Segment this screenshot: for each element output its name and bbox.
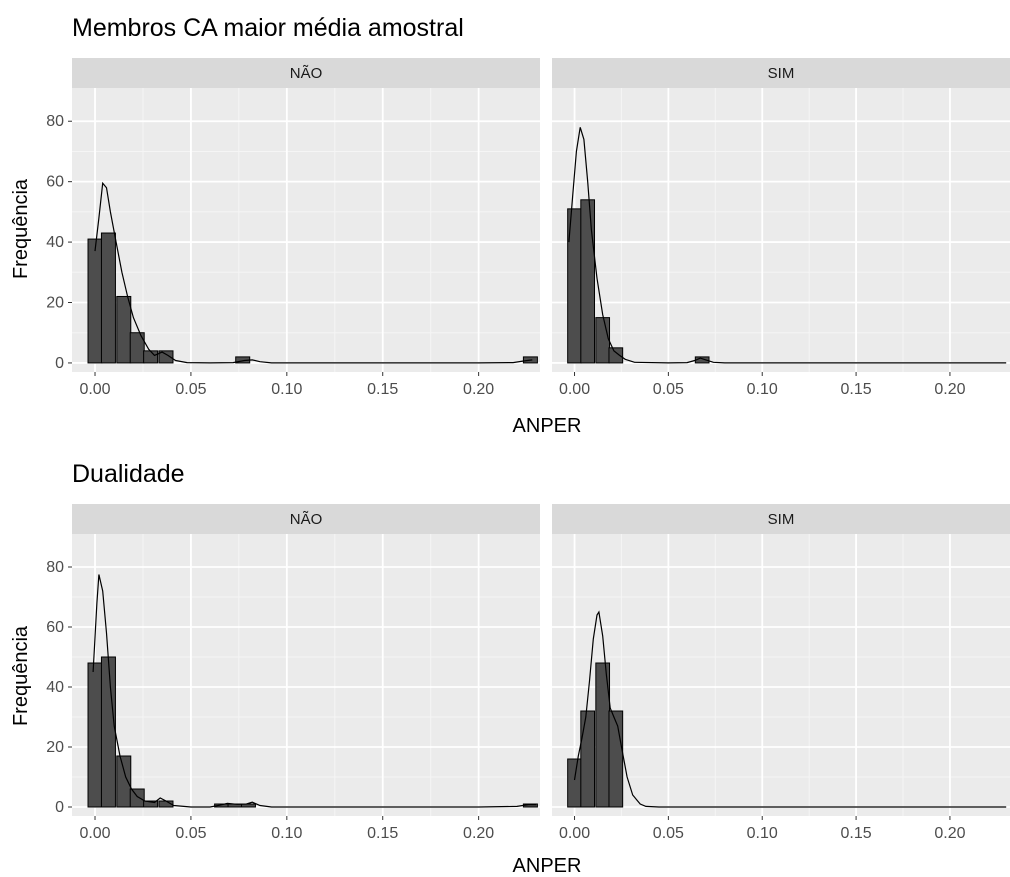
facet-nao: NÃO [72, 504, 540, 816]
y-axis: 0 20 40 60 80 [46, 559, 72, 816]
chart-dualidade: Dualidade NÃO SIM 0 20 40 60 80 0.00 0.05 0.10… [10, 460, 1010, 877]
facet-strip-label: NÃO [290, 65, 323, 82]
y-tick-label: 0 [55, 355, 64, 372]
x-axis: 0.00 0.05 0.10 0.15 0.20 [79, 816, 494, 842]
panel-background [552, 88, 1010, 372]
histogram-bar [100, 656, 116, 808]
x-tick-label: 0.10 [747, 381, 778, 398]
x-tick-label: 0.15 [367, 825, 398, 842]
histogram-bar [116, 295, 132, 364]
x-tick-label: 0.20 [463, 825, 494, 842]
histogram-bar [608, 710, 624, 808]
y-tick-label: 80 [46, 559, 64, 576]
histogram-bar [116, 755, 132, 808]
chart-title: Membros CA maior média amostral [72, 14, 464, 42]
x-tick-label: 0.15 [841, 825, 872, 842]
y-axis: 0 20 40 60 80 [46, 113, 72, 372]
x-tick-label: 0.15 [367, 381, 398, 398]
x-axis-title: ANPER [513, 415, 582, 437]
histogram-bar [129, 788, 145, 808]
histogram-bar [608, 347, 624, 364]
density-curve [568, 127, 1007, 364]
y-tick-label: 40 [46, 679, 64, 696]
x-tick-label: 0.10 [271, 381, 302, 398]
y-tick-label: 0 [55, 799, 64, 816]
x-tick-label: 0.05 [653, 825, 684, 842]
y-tick-label: 40 [46, 234, 64, 251]
y-axis-title: Frequência [10, 625, 32, 726]
facet-nao: NÃO [72, 58, 540, 372]
facet-sim: SIM [552, 58, 1010, 372]
histogram-bar [143, 800, 159, 808]
plot-layer [72, 88, 540, 372]
x-tick-label: 0.10 [271, 825, 302, 842]
facet-sim: SIM [552, 504, 1010, 816]
x-tick-label: 0.20 [463, 381, 494, 398]
density-curve [94, 181, 533, 364]
chart-membros-ca: Membros CA maior média amostral NÃO SIM … [10, 14, 1010, 437]
x-tick-label: 0.00 [559, 825, 590, 842]
histogram-bar [87, 238, 103, 364]
histogram-bar [143, 350, 159, 364]
x-axis: 0.00 0.05 0.10 0.15 0.20 [79, 372, 494, 398]
panel-background [552, 534, 1010, 816]
density-curve [573, 610, 1007, 808]
x-axis: 0.00 0.05 0.10 0.15 0.20 [559, 372, 966, 398]
facet-strip [552, 504, 1010, 534]
y-axis-title: Frequência [10, 178, 32, 279]
chart-title: Dualidade [72, 460, 185, 488]
y-tick-label: 80 [46, 113, 64, 130]
x-tick-label: 0.15 [841, 381, 872, 398]
panel-background [72, 534, 540, 816]
histogram-bar [87, 662, 103, 808]
x-tick-label: 0.00 [79, 381, 110, 398]
y-tick-label: 20 [46, 739, 64, 756]
density-curve [92, 574, 537, 808]
plot-layer [72, 534, 540, 816]
y-tick-label: 60 [46, 174, 64, 191]
histogram-bar [567, 758, 582, 808]
histogram-bar [100, 232, 116, 364]
facet-strip-label: SIM [768, 511, 795, 528]
facet-strip [72, 58, 540, 88]
histogram-bar [129, 332, 145, 364]
histogram-bar [595, 317, 611, 364]
y-tick-label: 20 [46, 295, 64, 312]
x-tick-label: 0.00 [559, 381, 590, 398]
x-tick-label: 0.20 [934, 825, 965, 842]
plot-layer [552, 88, 1010, 372]
x-tick-label: 0.05 [175, 381, 206, 398]
x-tick-label: 0.20 [934, 381, 965, 398]
panel-background [72, 88, 540, 372]
x-tick-label: 0.05 [175, 825, 206, 842]
x-axis: 0.00 0.05 0.10 0.15 0.20 [559, 816, 966, 842]
y-tick-label: 60 [46, 619, 64, 636]
histogram-bar [158, 350, 174, 364]
histogram-bar [580, 710, 596, 808]
facet-strip-label: SIM [768, 65, 795, 82]
x-tick-label: 0.05 [653, 381, 684, 398]
x-tick-label: 0.10 [747, 825, 778, 842]
facet-strip [72, 504, 540, 534]
histogram-bar [580, 199, 596, 364]
plot-layer [552, 534, 1010, 816]
x-axis-title: ANPER [513, 855, 582, 877]
facet-strip [552, 58, 1010, 88]
facet-strip-label: NÃO [290, 511, 323, 528]
x-tick-label: 0.00 [79, 825, 110, 842]
